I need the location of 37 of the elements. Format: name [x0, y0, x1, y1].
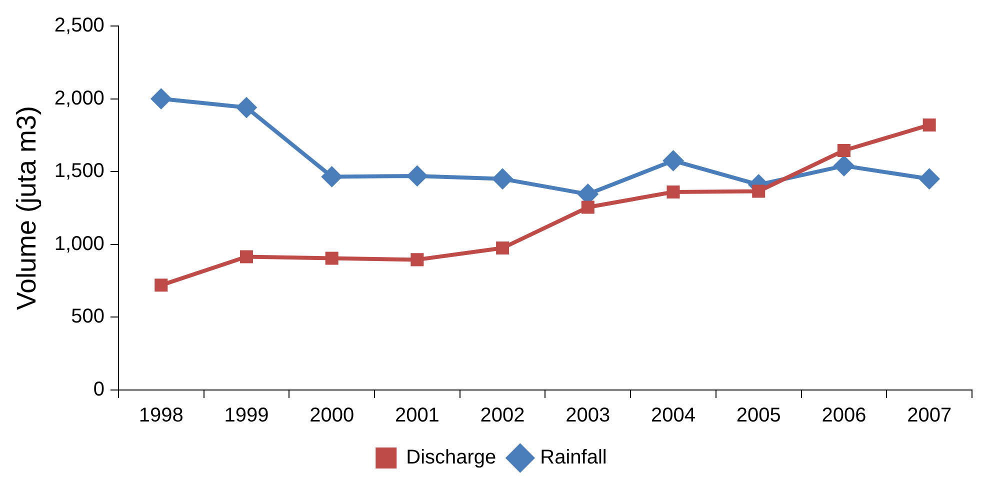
x-tick-label: 2005	[736, 404, 781, 427]
point	[325, 252, 338, 265]
legend-label: Rainfall	[540, 446, 607, 469]
point	[492, 168, 514, 190]
point	[240, 250, 253, 264]
point	[662, 150, 684, 172]
x-tick-label: 2007	[907, 404, 952, 427]
point	[833, 155, 854, 176]
point	[154, 278, 168, 292]
x-tick-label: 2006	[822, 404, 866, 427]
y-tick-label: 1,000	[54, 232, 104, 255]
y-tick-label: 1,500	[54, 160, 104, 182]
point	[321, 166, 342, 188]
y-axis-title: Volume (juta m3)	[12, 106, 42, 310]
x-tick-label: 2000	[310, 404, 354, 427]
x-tick-label: 2001	[394, 404, 440, 427]
point	[666, 185, 680, 198]
x-tick-label: 2003	[566, 404, 610, 427]
y-tick-label: 500	[71, 306, 104, 328]
y-tick-label: 0	[93, 378, 104, 401]
point	[922, 118, 936, 132]
point	[150, 88, 172, 110]
point	[406, 165, 428, 186]
y-tick-label: 2,500	[54, 14, 104, 37]
point	[236, 97, 257, 118]
point	[918, 168, 940, 190]
y-tick-label: 2,000	[54, 87, 104, 110]
point	[410, 253, 424, 266]
point	[496, 242, 510, 255]
legend-label: Discharge	[406, 446, 496, 469]
point	[581, 200, 594, 214]
x-tick-label: 2004	[651, 404, 696, 427]
point	[752, 184, 766, 198]
x-tick-label: 1999	[224, 404, 269, 427]
x-tick-label: 2002	[480, 404, 525, 427]
point	[837, 144, 850, 157]
x-tick-label: 1998	[138, 404, 184, 427]
